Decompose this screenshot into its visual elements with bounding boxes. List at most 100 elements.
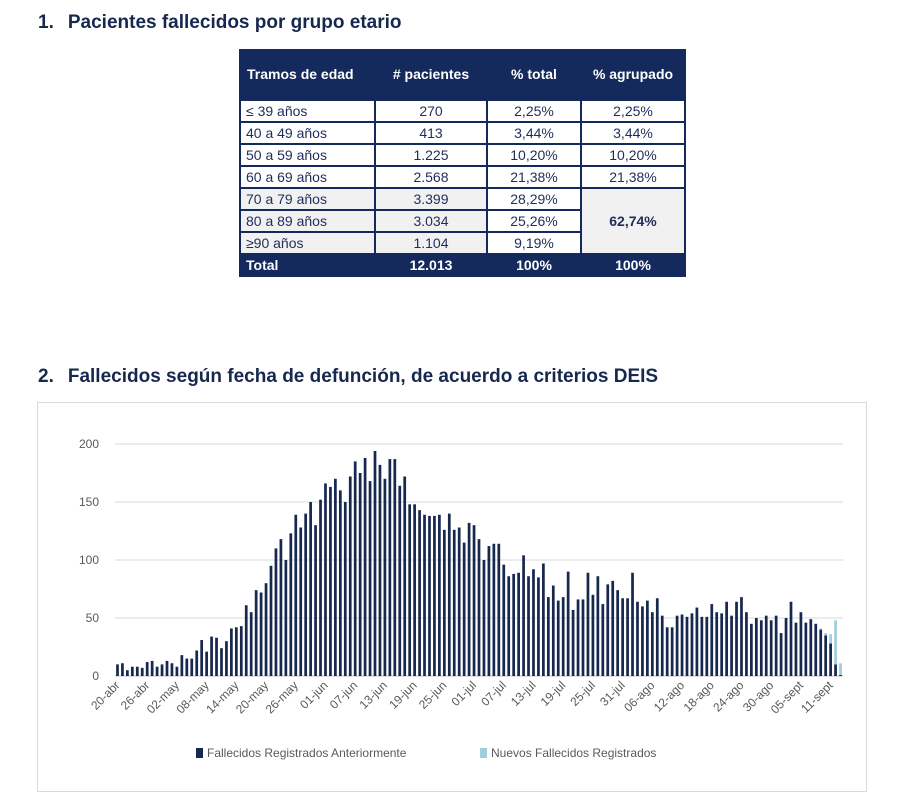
bar-previous xyxy=(621,598,624,676)
patient-count: 1.104 xyxy=(374,231,488,255)
patient-count: 2.568 xyxy=(374,165,488,189)
bar-previous xyxy=(537,577,540,676)
bar-previous xyxy=(660,615,664,676)
bar-previous xyxy=(269,565,273,676)
bar-previous xyxy=(423,514,426,676)
bar-previous xyxy=(343,502,347,676)
bar-previous xyxy=(304,513,308,676)
deaths-chart: 0 50 100 150 200 20-abr 26-abr 02-may 08-may 14-m… xyxy=(37,402,867,792)
bar-previous xyxy=(497,543,501,676)
bar-previous xyxy=(150,660,154,676)
table-row: ≤ 39 años 270 2,25% 2,25% xyxy=(239,99,686,123)
header-patients: # pacientes xyxy=(375,49,487,100)
bar-previous xyxy=(804,622,808,676)
bar-previous xyxy=(784,618,788,676)
bar-previous xyxy=(358,473,362,676)
pct-grouped: 10,20% xyxy=(580,143,686,167)
bar-previous xyxy=(244,605,248,676)
table-row: 70 a 79 años 3.399 28,29% 62,74% xyxy=(239,187,686,255)
bar-previous xyxy=(160,664,164,676)
bar-previous xyxy=(650,612,654,676)
bar-previous xyxy=(324,483,327,676)
table-row: 40 a 49 años 413 3,44% 3,44% xyxy=(239,121,686,145)
bar-previous xyxy=(532,569,535,676)
bar-previous xyxy=(626,598,629,676)
bar-previous xyxy=(393,459,397,676)
legend-label-previous: Fallecidos Registrados Anteriormente xyxy=(207,746,407,760)
bar-previous xyxy=(165,660,169,676)
bar-previous xyxy=(175,666,179,676)
bar-previous xyxy=(794,622,798,676)
bar-previous xyxy=(130,666,134,676)
bar-previous xyxy=(408,504,412,676)
section-1-number: 1. xyxy=(38,12,54,33)
bar-previous xyxy=(319,499,322,676)
bar-previous xyxy=(675,615,679,676)
bar-previous xyxy=(720,613,724,676)
bar-previous xyxy=(428,515,431,676)
bar-previous xyxy=(735,601,738,676)
x-tick-label: 20-may xyxy=(233,678,271,716)
bar-previous xyxy=(438,514,441,676)
bar-previous xyxy=(472,525,476,676)
legend-label-new: Nuevos Fallecidos Registrados xyxy=(491,746,657,760)
x-tick-label: 25-jul xyxy=(567,678,598,709)
x-tick-label: 18-ago xyxy=(681,678,718,715)
x-tick-label: 07-jul xyxy=(478,678,509,709)
bar-previous xyxy=(334,478,337,676)
age-range: 40 a 49 años xyxy=(239,121,376,145)
bar-previous xyxy=(373,450,377,676)
table-row: ≥90 años 1.104 9,19% xyxy=(239,231,685,255)
bar-previous xyxy=(730,615,733,676)
pct-grouped: 3,44% xyxy=(580,121,686,145)
x-tick-label: 26-may xyxy=(263,678,301,716)
bar-previous xyxy=(215,637,218,676)
section-2-number: 2. xyxy=(38,366,54,387)
bar-previous xyxy=(487,546,491,676)
x-tick-label: 01-jul xyxy=(449,678,480,709)
legend-new: Nuevos Fallecidos Registrados xyxy=(480,746,656,760)
bar-previous xyxy=(700,616,704,676)
bar-previous xyxy=(670,627,674,676)
bar-previous xyxy=(606,584,610,676)
bar-new xyxy=(819,628,823,630)
bar-previous xyxy=(200,640,204,676)
y-tick-label: 100 xyxy=(79,553,99,567)
bar-previous xyxy=(294,514,298,676)
bar-previous xyxy=(433,515,436,676)
bar-previous xyxy=(769,620,773,676)
table-total-row: Total 12.013 100% 100% xyxy=(239,253,686,277)
bar-previous xyxy=(631,572,634,676)
bar-previous xyxy=(774,615,778,676)
total-grouped: 100% xyxy=(580,253,686,277)
bar-previous xyxy=(190,658,194,676)
bar-previous xyxy=(710,604,714,676)
x-tick-label: 25-jun xyxy=(416,678,449,711)
x-tick-label: 11-sept xyxy=(798,678,836,716)
x-tick-label: 19-jun xyxy=(386,678,419,711)
bar-previous xyxy=(418,510,421,676)
header-age-range: Tramos de edad xyxy=(240,49,375,100)
deaths-bar-chart: 05010015020020-abr26-abr02-may08-may14-m… xyxy=(79,437,843,717)
x-tick-label: 05-sept xyxy=(768,678,807,717)
age-range: ≥90 años xyxy=(239,231,376,255)
total-count: 12.013 xyxy=(374,253,488,277)
bar-previous xyxy=(398,485,402,676)
bar-previous xyxy=(764,615,768,676)
x-tick-label: 06-ago xyxy=(621,678,658,715)
bar-previous xyxy=(591,594,595,676)
bar-previous xyxy=(754,618,758,676)
x-tick-label: 12-ago xyxy=(651,678,688,715)
bar-previous xyxy=(546,597,550,676)
section-1-heading: 1. Pacientes fallecidos por grupo etario xyxy=(38,12,402,34)
bar-previous xyxy=(140,667,144,676)
pct-total: 2,25% xyxy=(486,99,582,123)
bar-previous xyxy=(442,529,446,676)
pct-total: 9,19% xyxy=(486,231,582,255)
bar-new xyxy=(839,663,842,675)
bar-previous xyxy=(368,481,372,676)
x-tick-label: 13-jun xyxy=(357,678,390,711)
bar-previous xyxy=(338,490,342,676)
patient-count: 413 xyxy=(374,121,488,145)
section-2-title: Fallecidos según fecha de defunción, de … xyxy=(67,366,659,387)
